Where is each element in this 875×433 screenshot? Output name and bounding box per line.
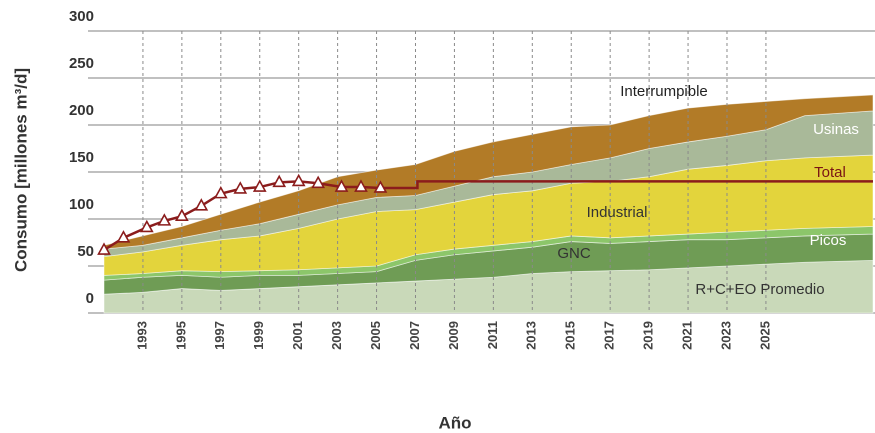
point [213, 185, 228, 199]
point [157, 213, 172, 226]
point [175, 208, 189, 221]
point [272, 174, 287, 188]
point [139, 219, 154, 233]
series-label: GNC [557, 245, 591, 262]
x-tick-label: 2001 [290, 321, 305, 350]
y-tick-label: 50 [77, 243, 94, 260]
x-tick-label: 1995 [173, 321, 188, 350]
point [233, 181, 248, 194]
x-tick-label: 2009 [446, 321, 461, 350]
point [311, 175, 326, 189]
x-tick-label: 1999 [251, 321, 266, 350]
x-tick-label: 2015 [563, 321, 578, 350]
x-tick-label: 2017 [602, 321, 617, 350]
y-tick-label: 150 [69, 149, 94, 166]
x-tick-label: 1997 [212, 321, 227, 350]
series-label: Total [814, 164, 846, 181]
area [103, 94, 874, 250]
point [334, 179, 349, 192]
x-tick-label: 2023 [718, 321, 733, 350]
x-tick-label: 2005 [368, 321, 383, 350]
line [380, 180, 873, 190]
y-tick-label: 100 [69, 196, 94, 213]
y-tick-label: 250 [69, 55, 94, 72]
x-tick-label: 2019 [641, 321, 656, 350]
series-label: Usinas [813, 121, 859, 138]
point [354, 179, 368, 192]
x-tick-label: 2011 [485, 321, 500, 349]
y-tick-label: 300 [69, 8, 94, 25]
series-label: Interrumpible [620, 83, 708, 100]
point [252, 179, 267, 192]
series-label: R+C+EO Promedio [695, 281, 824, 298]
point [194, 198, 209, 211]
x-tick-label: 2013 [524, 321, 539, 350]
x-tick-label: 2003 [329, 321, 344, 350]
x-tick-label: 2007 [407, 321, 422, 350]
x-axis-title: Año [438, 413, 471, 432]
series-label: Picos [810, 232, 847, 249]
x-tick-label: 2021 [679, 321, 694, 350]
y-tick-label: 0 [86, 290, 94, 307]
x-tick-label: 2025 [757, 321, 772, 350]
point [291, 173, 306, 187]
point [116, 230, 131, 243]
x-tick-label: 1993 [134, 321, 149, 350]
y-tick-label: 200 [69, 102, 94, 119]
point [97, 242, 111, 255]
series-label: Industrial [587, 204, 648, 221]
point [373, 180, 388, 193]
y-axis-title: Consumo [millones m³/d] [11, 68, 30, 272]
